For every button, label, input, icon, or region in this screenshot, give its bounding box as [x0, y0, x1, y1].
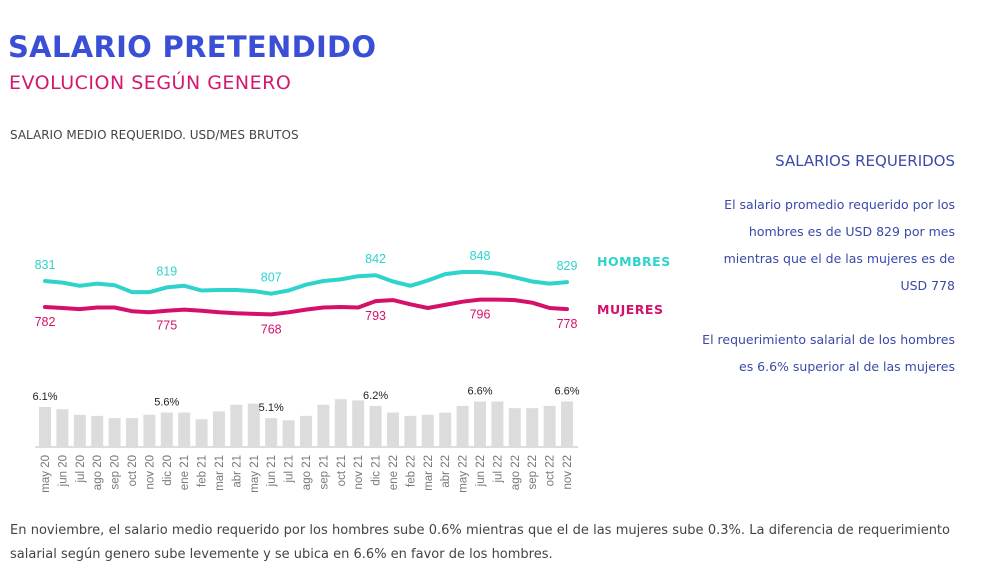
month-tick-label: dic 21 [371, 455, 383, 486]
gap-bar [91, 415, 104, 447]
month-tick-label: oct 20 [127, 455, 139, 486]
month-tick-label: ene 21 [179, 455, 191, 490]
gap-bar [247, 403, 260, 447]
gap-bar [526, 408, 539, 447]
month-tick-label: nov 21 [353, 455, 365, 490]
gap-bar [73, 414, 86, 447]
gap-bar [317, 404, 330, 447]
gap-bar [456, 405, 469, 447]
month-tick-label: nov 22 [562, 455, 574, 490]
chart-title: SALARIO MEDIO REQUERIDO. USD/MES BRUTOS [10, 128, 299, 142]
gap-bar-label: 6.6% [467, 385, 492, 397]
month-tick-label: oct 22 [545, 455, 557, 486]
month-tick-label: nov 20 [144, 455, 156, 490]
footer-summary: En noviembre, el salario medio requerido… [10, 523, 950, 562]
data-label-mujeres: 782 [35, 315, 56, 329]
gap-bar [334, 399, 347, 447]
legend-hombres: HOMBRES [597, 254, 671, 269]
gap-bar [143, 414, 156, 447]
data-label-hombres: 829 [557, 259, 578, 273]
gap-bar [404, 415, 417, 447]
gap-bar [282, 420, 295, 447]
month-tick-label: mar 21 [214, 455, 226, 491]
gap-bar [300, 415, 312, 447]
gap-bar [439, 412, 452, 447]
gap-bar [421, 414, 434, 447]
gap-bar [352, 400, 365, 447]
month-tick-label: jul 21 [284, 455, 296, 484]
month-tick-label: ene 22 [388, 455, 400, 490]
gap-bar [387, 412, 399, 447]
gap-bar [369, 405, 382, 447]
side-paragraph-salaries: El salario promedio requerido por los ho… [723, 197, 955, 293]
month-tick-label: feb 21 [197, 455, 209, 487]
month-tick-label: feb 22 [405, 455, 417, 487]
month-tick-label: jun 20 [57, 455, 69, 487]
page-subtitle: EVOLUCION SEGÚN GENERO [9, 72, 292, 94]
gap-bar-label: 6.2% [363, 390, 388, 402]
side-panel-title: SALARIOS REQUERIDOS [775, 152, 955, 170]
gap-bar [230, 404, 243, 447]
data-label-mujeres: 775 [156, 319, 177, 333]
month-tick-label: may 22 [458, 455, 470, 493]
gap-bar [213, 411, 225, 447]
data-label-mujeres: 778 [557, 317, 578, 331]
series-line-mujeres [43, 297, 569, 317]
month-tick-label: jun 21 [266, 455, 278, 487]
gap-bar [160, 412, 173, 447]
month-tick-label: jul 20 [75, 455, 87, 484]
gap-bar-label: 6.1% [32, 391, 57, 403]
gap-bar-label: 5.6% [154, 397, 179, 409]
side-paragraph-gap: El requerimiento salarial de los hombres… [702, 332, 955, 374]
legend-mujeres: MUJERES [597, 302, 663, 317]
data-label-mujeres: 768 [261, 322, 282, 336]
gap-bar [39, 407, 51, 447]
month-tick-label: oct 21 [336, 455, 348, 486]
month-tick-label: jun 22 [475, 455, 487, 487]
gap-bar [195, 419, 208, 447]
month-tick-label: abr 22 [440, 455, 452, 488]
gap-bar-label: 5.1% [259, 402, 284, 414]
gap-bar [178, 412, 191, 447]
gap-bar [543, 405, 556, 447]
series-line-hombres [43, 270, 569, 296]
month-tick-label: ago 20 [92, 455, 104, 490]
gap-bar [126, 418, 138, 447]
month-tick-label: sep 21 [318, 455, 330, 490]
gap-bar [561, 401, 573, 447]
gap-bar-label: 6.6% [554, 385, 579, 397]
data-label-mujeres: 793 [365, 309, 386, 323]
month-tick-label: ago 21 [301, 455, 313, 490]
month-tick-label: sep 20 [110, 455, 122, 490]
month-tick-label: sep 22 [527, 455, 539, 490]
data-label-hombres: 831 [35, 258, 56, 272]
gap-bar [491, 401, 504, 447]
data-label-mujeres: 796 [470, 308, 491, 322]
month-tick-label: mar 22 [423, 455, 435, 491]
data-label-hombres: 819 [156, 264, 177, 278]
month-tick-label: may 21 [249, 455, 261, 493]
data-label-hombres: 842 [365, 252, 386, 266]
page-title: SALARIO PRETENDIDO [8, 30, 377, 64]
data-label-hombres: 807 [261, 271, 282, 285]
gap-bar [108, 418, 121, 447]
gap-bar [56, 409, 69, 447]
data-label-hombres: 848 [470, 249, 491, 263]
month-tick-label: jul 22 [492, 455, 504, 484]
gap-bar [474, 401, 486, 447]
month-tick-label: ago 22 [510, 455, 522, 490]
gap-bar [508, 408, 521, 447]
month-tick-label: abr 21 [231, 455, 243, 488]
gap-bar [265, 418, 278, 447]
month-tick-label: dic 20 [162, 455, 174, 486]
side-panel: SALARIOS REQUERIDOS El salario promedio … [695, 148, 955, 407]
month-tick-label: may 20 [40, 455, 52, 493]
